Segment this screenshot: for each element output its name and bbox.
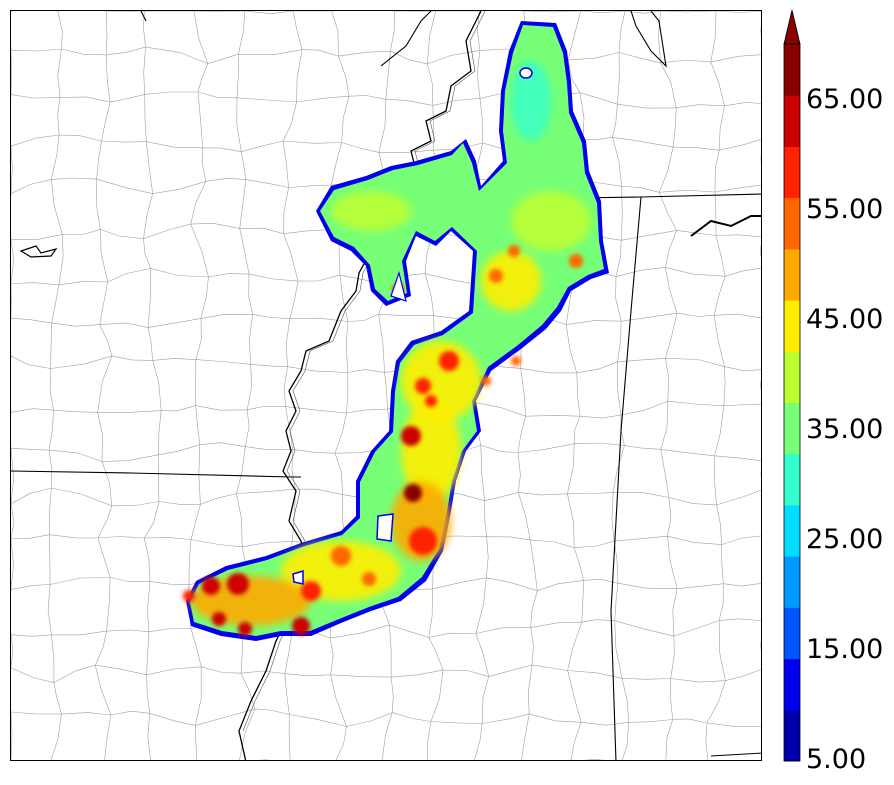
state-boundaries [11,11,761,760]
colorbar-segment [784,146,800,199]
colorbar-tick-label: 25.00 [806,524,884,555]
colorbar-segment [784,197,800,250]
intensity-swath [183,21,609,641]
colorbar-segment [784,248,800,301]
colorbar-segment [784,556,800,608]
colorbar-tick-label: 35.00 [806,414,884,445]
colorbar-segment [784,607,800,660]
colorbar-frame [783,43,801,762]
colorbar-segment [784,504,800,557]
county-line [11,11,761,760]
map-panel [10,10,762,761]
colorbar-segment [784,300,800,352]
colorbar-tick-label: 5.00 [806,744,867,775]
colorbar-segment [784,658,800,711]
colorbar-segment [784,95,800,147]
colorbar-tick-label: 15.00 [806,634,884,665]
colorbar-tick-label: 55.00 [806,194,884,225]
colorbar-segment [784,453,800,506]
colorbar-segment [784,351,800,403]
swath-body [190,25,604,636]
map-canvas [11,11,761,760]
colorbar-extend-arrow [783,9,801,45]
colorbar-segment [784,402,800,455]
county-boundaries [11,11,761,760]
colorbar-tick-label: 65.00 [806,84,884,115]
colorbar [783,9,801,762]
colorbar-tick-label: 45.00 [806,304,884,335]
colorbar-segment [784,44,800,96]
colorbar-segment [784,709,800,762]
